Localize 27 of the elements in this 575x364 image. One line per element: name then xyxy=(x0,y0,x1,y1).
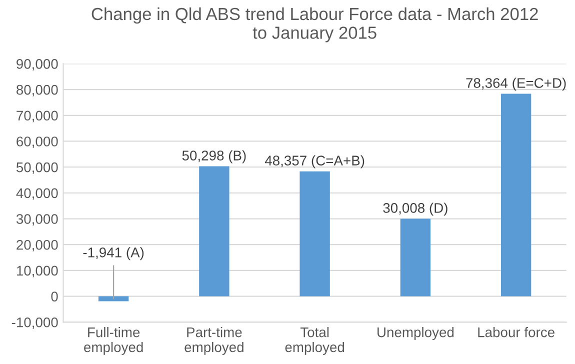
bar xyxy=(500,94,532,296)
data-label: -1,941 (A) xyxy=(83,247,144,260)
y-tick-label: 20,000 xyxy=(16,240,58,252)
chart-title: Change in Qld ABS trend Labour Force data - March 2012 to January 2015 xyxy=(92,7,538,42)
y-tick-label: 30,000 xyxy=(16,214,58,226)
y-tick-label: 40,000 xyxy=(16,188,58,200)
y-tick-label: -10,000 xyxy=(12,317,58,329)
y-tick-label: 50,000 xyxy=(16,162,58,174)
y-tick-label: 90,000 xyxy=(16,59,58,71)
x-tick-label: Unemployed xyxy=(378,327,454,340)
y-tick-label: 60,000 xyxy=(16,136,58,148)
y-tick-label: 10,000 xyxy=(16,266,58,278)
x-tick-label: Part-time employed xyxy=(184,327,244,355)
bar xyxy=(199,166,230,296)
x-tick-label: Total employed xyxy=(285,327,344,355)
y-tick-label: 80,000 xyxy=(16,84,58,96)
data-label: 48,357 (C=A+B) xyxy=(264,155,364,168)
data-label: 78,364 (E=C+D) xyxy=(466,78,566,91)
x-tick-label: Full-time employed xyxy=(84,327,143,355)
bar xyxy=(400,218,431,296)
bar xyxy=(300,171,330,296)
bar xyxy=(98,296,129,302)
y-tick-label: 0 xyxy=(51,292,58,302)
y-tick-label: 70,000 xyxy=(16,110,58,122)
data-label: 30,008 (D) xyxy=(383,202,448,216)
x-tick-label: Labour force xyxy=(478,327,554,338)
data-label: 50,298 (B) xyxy=(182,150,246,164)
